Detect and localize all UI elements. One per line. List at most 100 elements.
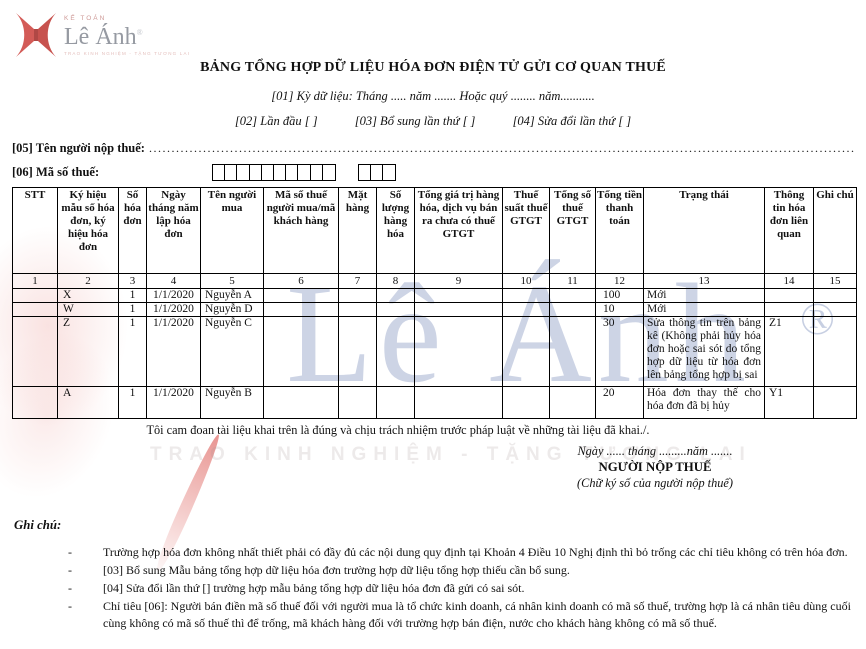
column-index: 15: [813, 273, 857, 289]
table-cell: [549, 386, 596, 419]
column-index: 12: [595, 273, 644, 289]
table-row: A 1 1/1/2020 Nguyễn B 20 Hóa đơn thay thế cho…: [12, 386, 857, 419]
table-cell: Z1: [764, 316, 814, 387]
column-index-row: 1 2 3 4 5 6 7 8 9 10 11 12 13 14 15: [12, 273, 857, 289]
declaration-text: Tôi cam đoan tài liệu khai trên là đúng …: [146, 423, 650, 437]
column-index: 6: [263, 273, 339, 289]
taxcode-line: [06] Mã số thuế:: [12, 164, 856, 181]
table-cell: 30: [595, 316, 644, 387]
signer-note: (Chữ ký số của người nộp thuế): [577, 476, 733, 490]
signature-date-line: Ngày ...... tháng .........năm .......: [577, 444, 733, 458]
table-cell: [12, 302, 58, 317]
registered-icon: ®: [136, 27, 143, 37]
signature-block: Ngày ...... tháng .........năm ....... N…: [505, 444, 805, 491]
column-index: 10: [502, 273, 550, 289]
table-cell: [813, 288, 857, 303]
table-cell: 100: [595, 288, 644, 303]
table-cell: [376, 386, 415, 419]
document-title: BẢNG TỔNG HỢP DỮ LIỆU HÓA ĐƠN ĐIỆN TỬ GỬ…: [200, 60, 666, 75]
table-cell: Z: [57, 316, 119, 387]
table-cell: Sửa thông tin trên bảng kê (Không phải h…: [643, 316, 765, 387]
period-line: [01] Kỳ dữ liệu: Tháng ..... năm .......…: [271, 89, 595, 103]
option-supplement: [03] Bổ sung lần thứ [ ]: [354, 114, 476, 128]
table-cell: Nguyễn A: [200, 288, 264, 303]
table-cell: [549, 316, 596, 387]
column-header: Mã số thuế người mua/mã khách hàng: [263, 187, 339, 274]
table-cell: [414, 302, 503, 317]
column-header: Thông tin hóa đơn liên quan: [764, 187, 814, 274]
table-row: Z 1 1/1/2020 Nguyễn C 30 Sửa thông tin trên b…: [12, 316, 857, 387]
table-row: X 1 1/1/2020 Nguyễn A 100 Mới: [12, 288, 857, 303]
table-cell: [502, 316, 550, 387]
column-header: Tên người mua: [200, 187, 264, 274]
column-header: STT: [12, 187, 58, 274]
table-cell: [549, 288, 596, 303]
column-header: Mặt hàng: [338, 187, 377, 274]
column-header: Số hóa đơn: [118, 187, 147, 274]
column-header: Trạng thái: [643, 187, 765, 274]
table-cell: [764, 302, 814, 317]
column-index: 3: [118, 273, 147, 289]
column-index: 5: [200, 273, 264, 289]
table-cell: [764, 288, 814, 303]
table-cell: Hóa đơn thay thế cho hóa đơn đã bị hủy: [643, 386, 765, 419]
table-cell: [549, 302, 596, 317]
table-cell: [12, 386, 58, 419]
table-cell: [338, 288, 377, 303]
table-cell: 1/1/2020: [146, 316, 201, 387]
table-cell: 1: [118, 302, 147, 317]
table-cell: [376, 288, 415, 303]
column-index: 13: [643, 273, 765, 289]
column-header: Tổng tiền thanh toán: [595, 187, 644, 274]
column-header: Thuế suất thuế GTGT: [502, 187, 550, 274]
table-cell: Nguyễn D: [200, 302, 264, 317]
brand-logo-text: KẾ TOÁN Lê Ánh® TRAO KINH NGHIỆM - TẶNG …: [64, 12, 190, 56]
table-cell: Y1: [764, 386, 814, 419]
table-cell: 20: [595, 386, 644, 419]
table-cell: X: [57, 288, 119, 303]
table-header-row: STT Ký hiệu mẫu số hóa đơn, ký hiệu hóa đ…: [12, 187, 857, 274]
column-index: 8: [376, 273, 415, 289]
column-header: Tổng giá trị hàng hóa, dịch vụ bán ra ch…: [414, 187, 503, 274]
table-cell: [376, 302, 415, 317]
table-cell: [414, 288, 503, 303]
taxcode-box: [382, 164, 397, 181]
options-line: [02] Lần đầu [ ] [03] Bổ sung lần thứ [ …: [0, 114, 866, 129]
table-cell: [12, 316, 58, 387]
signer-title: NGƯỜI NỘP THUẾ: [598, 460, 712, 474]
option-first-time: [02] Lần đầu [ ]: [234, 114, 318, 128]
table-cell: [414, 316, 503, 387]
column-header: Tổng số thuế GTGT: [549, 187, 596, 274]
notes-list: Trường hợp hóa đơn không nhất thiết phải…: [14, 544, 852, 632]
table-cell: 1: [118, 386, 147, 419]
notes-heading: Ghi chú:: [14, 518, 62, 532]
table-cell: [502, 288, 550, 303]
table-cell: 1/1/2020: [146, 302, 201, 317]
table-cell: Mới: [643, 302, 765, 317]
table-cell: [813, 386, 857, 419]
column-index: 11: [549, 273, 596, 289]
taxpayer-name-label: [05] Tên người nộp thuế:: [12, 141, 145, 155]
table-cell: 10: [595, 302, 644, 317]
table-cell: 1/1/2020: [146, 386, 201, 419]
column-index: 2: [57, 273, 119, 289]
table-cell: 1: [118, 288, 147, 303]
table-cell: [338, 302, 377, 317]
taxcode-box: [321, 164, 336, 181]
column-index: 7: [338, 273, 377, 289]
taxcode-main-boxes: [212, 164, 336, 181]
table-cell: [502, 302, 550, 317]
brand-name: Lê Ánh®: [64, 23, 143, 50]
table-cell: 1/1/2020: [146, 288, 201, 303]
table-cell: 1: [118, 316, 147, 387]
column-index: 1: [12, 273, 58, 289]
notes-section: Ghi chú: Trường hợp hóa đơn không nhất t…: [14, 518, 852, 632]
column-index: 9: [414, 273, 503, 289]
table-cell: [414, 386, 503, 419]
note-item: [03] Bổ sung Mẫu bảng tổng hợp dữ liệu h…: [68, 562, 852, 579]
column-header: Ngày tháng năm lập hóa đơn: [146, 187, 201, 274]
table-cell: [338, 386, 377, 419]
table-cell: Nguyễn C: [200, 316, 264, 387]
option-amendment: [04] Sửa đổi lần thứ [ ]: [512, 114, 632, 128]
